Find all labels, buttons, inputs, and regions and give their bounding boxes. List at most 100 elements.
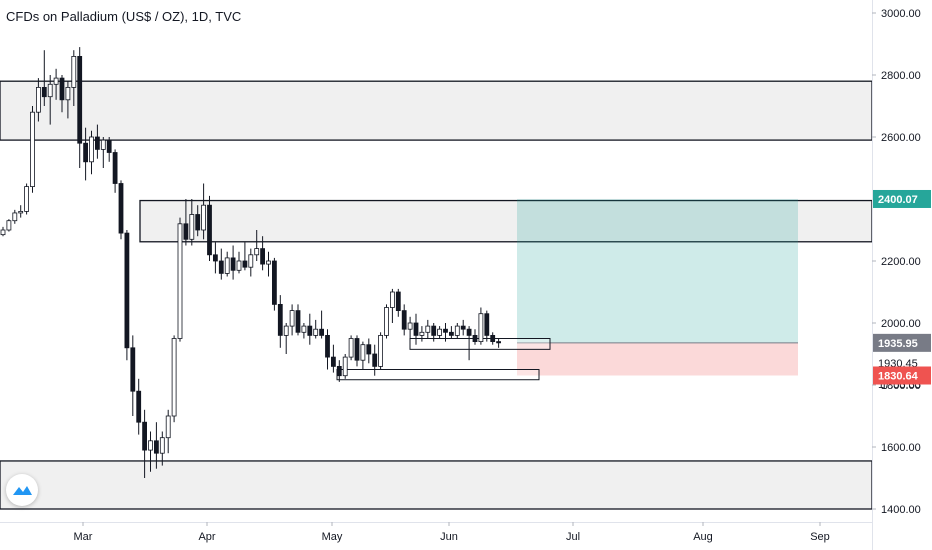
candle-body xyxy=(171,338,177,417)
time-axis-label: May xyxy=(322,531,343,543)
candle-body xyxy=(71,56,77,88)
tradingview-logo[interactable] xyxy=(6,474,38,506)
support-zone-lower xyxy=(0,460,873,510)
time-axis-label: Apr xyxy=(198,531,215,543)
target-price-tag-bg xyxy=(873,189,931,208)
candle-body xyxy=(271,260,277,305)
candle-body xyxy=(384,307,389,336)
candle-body xyxy=(313,328,319,336)
candle-body xyxy=(236,260,242,271)
candle-body xyxy=(325,334,330,358)
candle-body xyxy=(201,204,207,231)
candle-body xyxy=(484,313,490,336)
candle-body xyxy=(195,214,201,231)
candle-body xyxy=(59,77,65,101)
candle-body xyxy=(112,152,118,184)
candle-body xyxy=(348,338,354,358)
candle-body xyxy=(490,334,496,342)
price-tick-label: 3000.00 xyxy=(881,8,921,20)
candle-body xyxy=(301,325,307,333)
price-tick-label: 1600.00 xyxy=(881,442,921,454)
candle-body xyxy=(448,331,454,336)
candle-body xyxy=(330,356,336,367)
chart-title: CFDs on Palladium (US$ / OZ), 1D, TVC xyxy=(6,9,242,24)
time-axis-label: Jul xyxy=(566,531,580,543)
candle-body xyxy=(437,328,443,336)
candle-body xyxy=(277,303,283,336)
position-loss-area xyxy=(517,342,798,376)
price-tick-label: 2800.00 xyxy=(881,70,921,82)
candle-body xyxy=(431,325,437,336)
candle-body xyxy=(242,260,248,268)
candle-body xyxy=(295,310,301,333)
candle-body xyxy=(372,353,378,367)
candle-body xyxy=(419,331,425,336)
candle-body xyxy=(336,365,342,377)
candle-body xyxy=(354,338,360,361)
candle-body xyxy=(401,310,407,330)
candle-body xyxy=(77,56,83,144)
candle-body xyxy=(478,313,484,343)
candle-body xyxy=(136,390,142,423)
candle-body xyxy=(407,322,413,330)
support-box xyxy=(336,369,540,381)
candle-body xyxy=(89,136,94,163)
price-tick-label: 2200.00 xyxy=(881,256,921,268)
candle-body xyxy=(165,415,171,439)
candle-body xyxy=(248,254,254,268)
last-price-tag-bg xyxy=(873,333,931,352)
resistance-zone-upper xyxy=(0,80,873,141)
candle-body xyxy=(95,136,100,150)
candle-body xyxy=(189,214,195,240)
candle-body xyxy=(47,83,53,98)
position-profit-area xyxy=(517,198,798,343)
candle-body xyxy=(472,334,478,342)
candle-body xyxy=(83,142,88,163)
candle-body xyxy=(218,260,224,274)
candle-body xyxy=(100,139,106,150)
candle-body xyxy=(496,341,502,344)
candle-body xyxy=(159,437,165,454)
candle-body xyxy=(413,322,419,336)
candle-body xyxy=(30,111,35,187)
candle-body xyxy=(53,77,59,85)
candle-body xyxy=(130,347,136,392)
candle-body xyxy=(207,204,212,256)
candle-body xyxy=(65,87,71,101)
candle-body xyxy=(366,344,372,355)
candle-body xyxy=(425,325,431,333)
candle-body xyxy=(389,291,395,308)
candle-body xyxy=(283,325,289,336)
time-axis-label: Sep xyxy=(810,531,830,543)
candle-body xyxy=(212,254,218,262)
candle-body xyxy=(319,328,325,336)
resistance-zone-middle xyxy=(139,199,873,243)
candle-body xyxy=(153,440,159,454)
price-tick-label: 2600.00 xyxy=(881,132,921,144)
price-tick-label: 1400.00 xyxy=(881,504,921,516)
candle-body xyxy=(254,248,260,256)
candle-body xyxy=(124,232,130,349)
candle-body xyxy=(307,325,313,336)
candle-body xyxy=(142,421,148,451)
time-axis-label: Aug xyxy=(693,531,713,543)
candle-body xyxy=(0,229,6,236)
last-price-tag: 1935.95 xyxy=(878,338,918,350)
candle-body xyxy=(454,325,460,336)
candle-body xyxy=(36,87,41,113)
candle-body xyxy=(443,328,448,333)
candle-body xyxy=(260,248,266,265)
stop-price-tag: 1830.64 xyxy=(878,371,919,383)
candle-body xyxy=(230,257,236,271)
candle-body xyxy=(177,223,183,339)
time-axis-label: Jun xyxy=(440,531,458,543)
candle-body xyxy=(183,223,189,240)
candle-body xyxy=(41,87,47,98)
price-tick-label: 2000.00 xyxy=(881,318,921,330)
candle-body xyxy=(466,328,472,336)
candle-body xyxy=(289,310,295,327)
stop-price-tag-bg xyxy=(873,366,931,385)
candle-body xyxy=(460,325,466,330)
candle-body xyxy=(266,260,271,265)
